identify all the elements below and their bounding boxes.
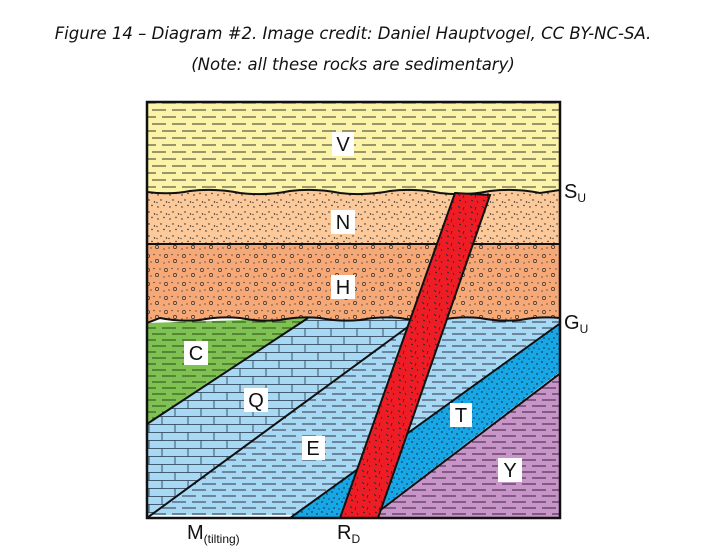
svg-text:Q: Q xyxy=(248,390,264,412)
contact-q-e xyxy=(147,317,421,518)
svg-text:Y: Y xyxy=(503,460,516,482)
unit-label-q: Q xyxy=(244,388,268,412)
unit-label-y: Y xyxy=(498,458,522,482)
unit-label-v: V xyxy=(332,132,354,156)
label-rd: RD xyxy=(337,522,360,546)
unit-label-c: C xyxy=(184,341,208,365)
unconformity-gu xyxy=(147,316,560,324)
unit-label-n: N xyxy=(331,210,355,234)
figure-caption-note: (Note: all these rocks are sedimentary) xyxy=(191,55,515,74)
contact-e-t xyxy=(289,322,560,518)
svg-text:N: N xyxy=(336,212,350,234)
label-m-tilting: M(tilting) xyxy=(187,522,240,546)
rock-layers xyxy=(147,102,560,518)
svg-text:H: H xyxy=(336,277,350,299)
contact-t-y xyxy=(369,372,560,518)
unit-label-e: E xyxy=(302,436,325,460)
svg-text:V: V xyxy=(336,134,350,156)
unit-label-h: H xyxy=(331,275,355,299)
unit-label-t: T xyxy=(450,403,472,427)
label-su: SU xyxy=(564,181,586,205)
svg-text:E: E xyxy=(306,438,319,460)
diagram-frame xyxy=(145,100,562,520)
svg-text:C: C xyxy=(189,343,203,365)
label-gu: GU xyxy=(564,312,588,336)
contact-c-q xyxy=(147,317,309,425)
dike-r xyxy=(338,191,492,518)
svg-text:T: T xyxy=(455,405,467,427)
unconformity-su xyxy=(147,188,560,196)
figure-caption-title: Figure 14 – Diagram #2. Image credit: Da… xyxy=(54,24,652,43)
